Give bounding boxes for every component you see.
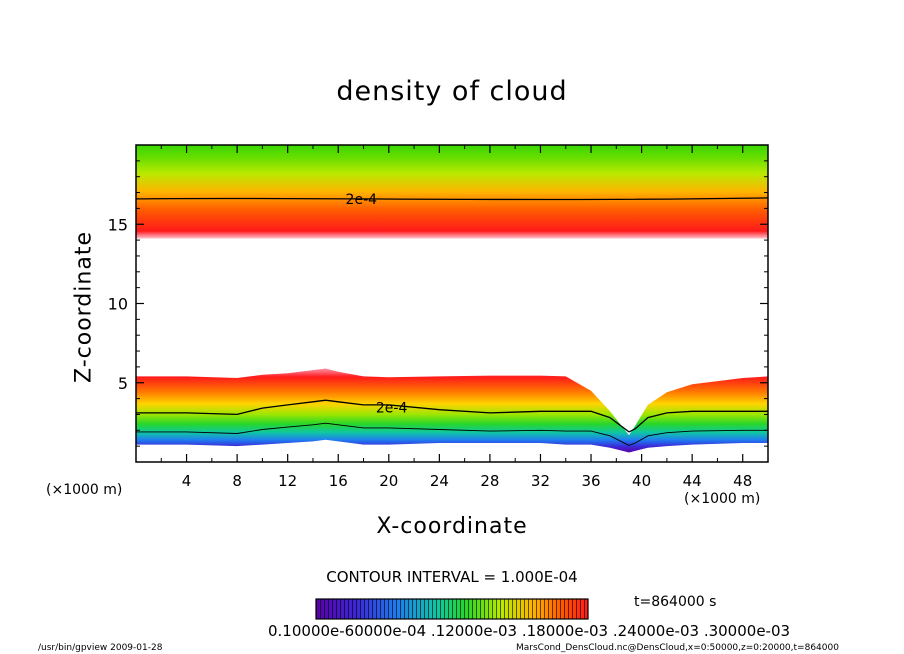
y-tick-label: 15 [108,215,128,234]
x-tick-label: 36 [581,472,600,490]
x-tick-label: 40 [632,472,651,490]
upper-contour-2e-4 [135,197,769,201]
x-unit-label-left: (×1000 m) [46,482,123,498]
x-axis-ticks: 4 8 12 16 20 24 28 32 36 40 44 48 [160,145,769,490]
colorbar [315,598,589,620]
colorbar-frame [315,598,589,620]
y-tick-label: 5 [118,374,128,393]
upper-layer-fill [136,145,768,239]
colorbar-tick-labels: 0.10000e-60000e-04 .12000e-03 .18000e-03… [268,622,791,640]
x-tick-label: 48 [733,472,752,490]
x-tick-label: 28 [480,472,499,490]
x-tick-label: 32 [531,472,550,490]
x-unit-label-right: (×1000 m) [684,491,761,507]
time-label: t=864000 s [634,594,717,610]
y-axis-ticks: 5 10 15 [108,160,768,447]
lower-contour-1e-4 [136,422,768,446]
contour-interval-label: CONTOUR INTERVAL = 1.000E-04 [326,568,578,586]
upper-cloud-layer [136,145,768,239]
upper-contour-label: 2e-4 [346,192,378,208]
x-tick-label: 12 [278,472,297,490]
y-tick-label: 10 [108,295,128,314]
lower-contour-2e-4 [136,399,768,433]
x-tick-label: 8 [232,472,242,490]
lower-contour-label: 2e-4 [376,400,408,416]
footer-source-info: MarsCond_DensCloud.nc@DensCloud,x=0:5000… [516,643,839,653]
chart-title: density of cloud [336,76,568,107]
footer-program-date: /usr/bin/gpview 2009-01-28 [38,643,163,653]
y-axis-label: Z-coordinate [71,231,97,383]
x-tick-label: 16 [329,472,348,490]
x-tick-label: 20 [379,472,398,490]
x-tick-label: 4 [182,472,192,490]
x-tick-label: 24 [430,472,449,490]
contour-labels: 2e-4 2e-4 [346,192,408,416]
x-axis-label: X-coordinate [376,514,528,539]
colorbar-stripes [316,599,588,619]
x-tick-label: 44 [683,472,702,490]
contour-lines [135,197,769,446]
